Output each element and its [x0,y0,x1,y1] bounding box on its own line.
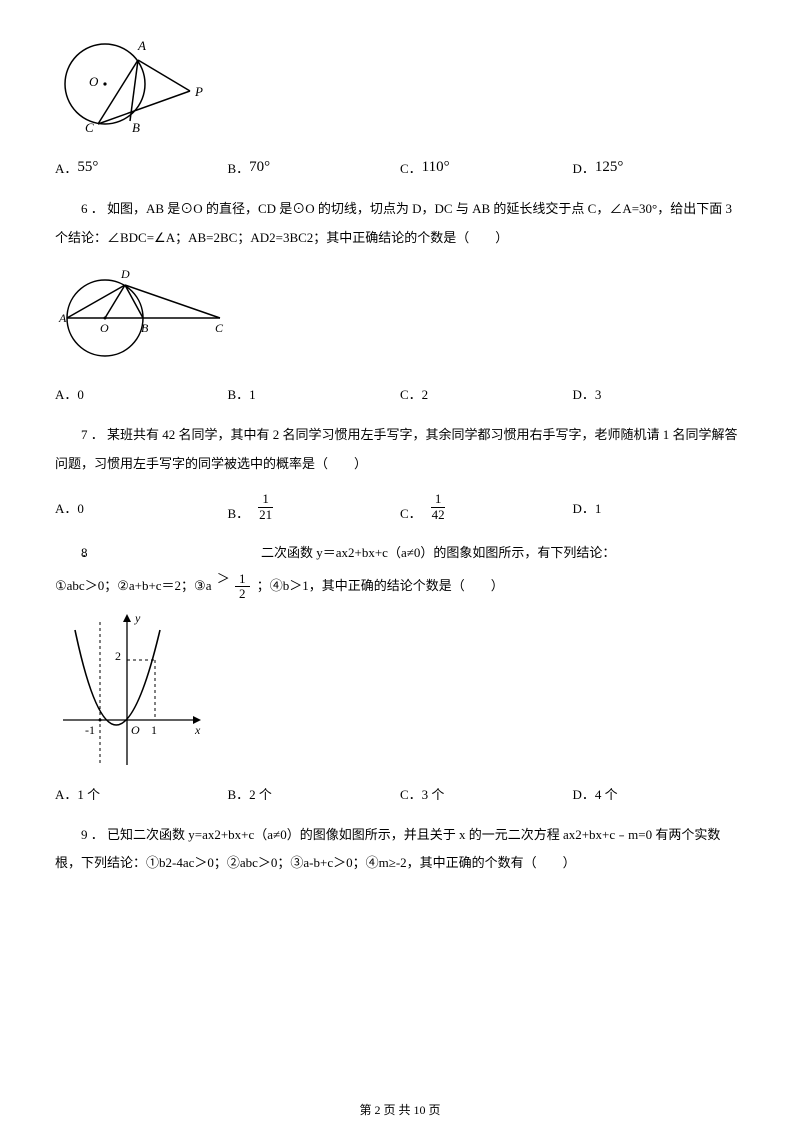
svg-text:A: A [58,311,67,325]
fraction: 1 21 [255,492,276,522]
q5-option-a: A． 55° [55,158,228,177]
option-prefix: B． [228,158,250,177]
svg-text:B: B [141,321,149,335]
q7-option-b: B． 1 21 [228,492,401,522]
gt-sign: ＞ 1 2 [217,572,252,602]
q7-option-d: D．1 [573,498,746,517]
q8-line1: 8 ． 二次函数 y＝ax2+bx+c（a≠0）的图象如图所示，有下列结论： [55,540,745,566]
svg-text:B: B [132,120,140,135]
q5-option-d: D． 125° [573,158,746,177]
q5-options: A． 55° B． 70° C． 110° D． 125° [55,158,745,177]
q8-dot: ． [81,540,261,566]
q7-option-a: A．0 [55,498,228,517]
q8-number: 8 [55,540,81,566]
q8-line2: ①abc＞0；②a+b+c＝2；③a ＞ 1 2 ；④b＞1，其中正确的结论个数… [55,570,745,602]
q8-options: A．1 个 B．2 个 C．3 个 D．4 个 [55,784,745,803]
svg-text:x: x [194,723,201,737]
q8-option-b: B．2 个 [228,784,401,803]
fraction: 1 42 [428,492,449,522]
svg-text:-1: -1 [85,723,95,737]
denominator: 21 [255,508,276,522]
q6-options: A．0 B．1 C．2 D．3 [55,384,745,403]
svg-text:O: O [89,74,99,89]
q8-option-d: D．4 个 [573,784,746,803]
page-footer: 第 2 页 共 10 页 [0,1101,800,1118]
svg-text:A: A [137,38,146,53]
svg-text:C: C [85,120,94,135]
q8-figure: y x 2 1 -1 O [55,610,745,774]
q5-option-c: C． 110° [400,158,573,177]
option-prefix: C． [400,503,422,522]
q6-option-d: D．3 [573,384,746,403]
q7-text: 7 ． 某班共有 42 名同学，其中有 2 名同学习惯用左手写字，其余同学都习惯… [55,421,745,478]
option-prefix: D． [573,158,595,177]
q8-option-c: C．3 个 [400,784,573,803]
q6-figure: A O B C D [55,260,745,374]
q6-option-a: A．0 [55,384,228,403]
numerator: 1 [258,492,273,507]
svg-text:C: C [215,321,224,335]
q6-option-b: B．1 [228,384,401,403]
q6-option-c: C．2 [400,384,573,403]
q8-conclusions-b: ；④b＞1，其中正确的结论个数是（ ） [257,578,504,593]
q5-option-b: B． 70° [228,158,401,177]
denominator: 42 [428,508,449,522]
svg-text:2: 2 [115,649,121,663]
svg-text:O: O [100,321,109,335]
svg-text:y: y [134,611,141,625]
option-prefix: B． [228,503,250,522]
svg-text:P: P [194,84,203,99]
svg-text:D: D [120,267,130,281]
q8-stem: 二次函数 y＝ax2+bx+c（a≠0）的图象如图所示，有下列结论： [261,540,615,566]
option-value: 70° [249,159,270,176]
option-value: 125° [595,159,624,176]
numerator: 1 [431,492,446,507]
q6-text: 6 ． 如图，AB 是⊙O 的直径，CD 是⊙O 的切线，切点为 D，DC 与 … [55,195,745,252]
option-prefix: C． [400,158,422,177]
option-value: 110° [422,159,450,176]
q8-option-a: A．1 个 [55,784,228,803]
option-prefix: A． [55,158,77,177]
svg-text:1: 1 [151,723,157,737]
inequality-frac: ＞ 1 2 [217,572,252,602]
option-value: 55° [77,159,98,176]
svg-text:O: O [131,723,140,737]
q7-option-c: C． 1 42 [400,492,573,522]
q5-figure: A B C P O [55,24,745,148]
q7-options: A．0 B． 1 21 C． 1 42 D．1 [55,492,745,522]
q8-conclusions-a: ①abc＞0；②a+b+c＝2；③a [55,578,211,593]
q9-text: 9 ． 已知二次函数 y=ax2+bx+c（a≠0）的图像如图所示，并且关于 x… [55,821,745,878]
